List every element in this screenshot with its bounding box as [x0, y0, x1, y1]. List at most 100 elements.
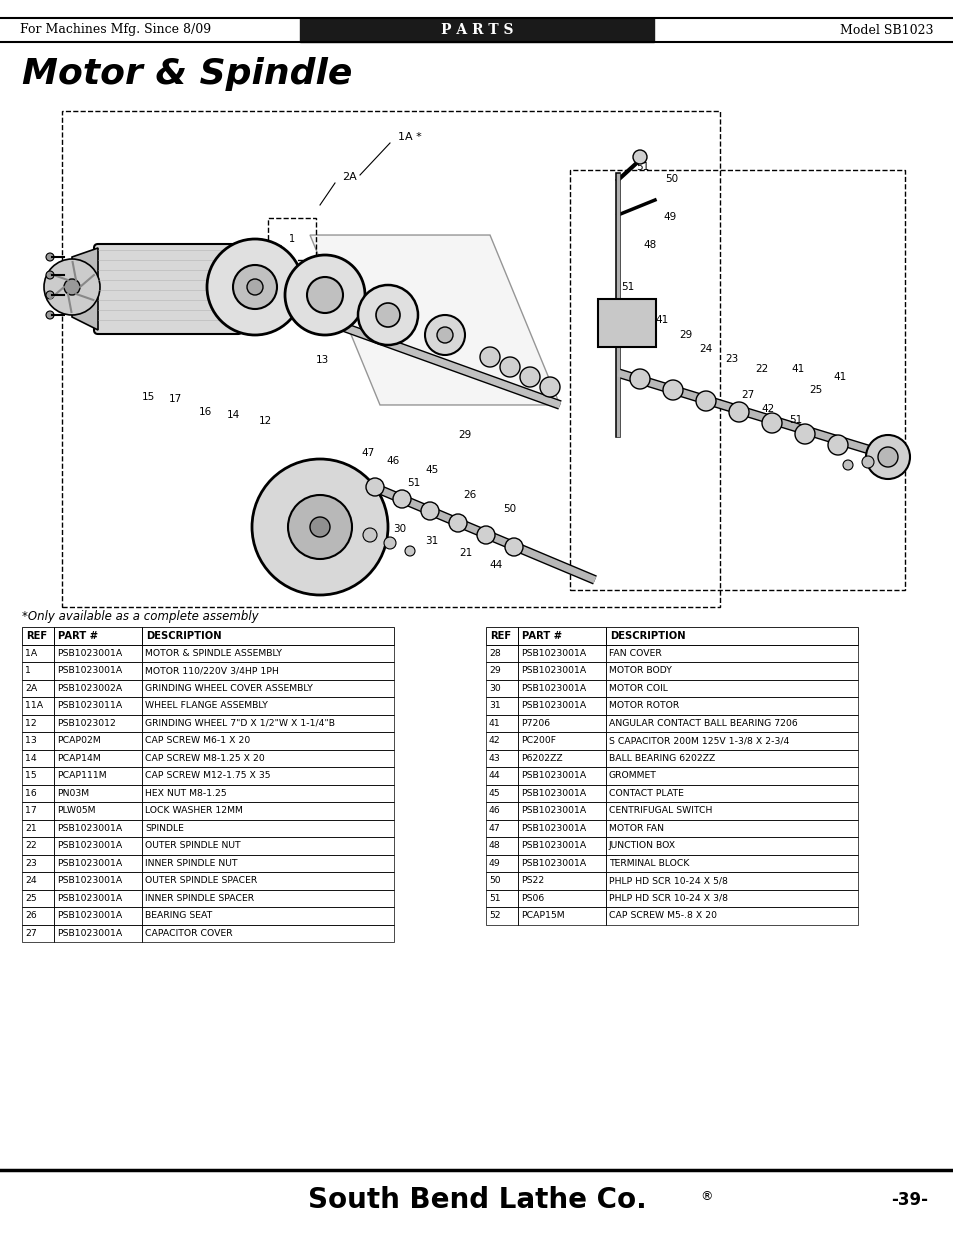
Bar	[54, 872, 142, 889]
Text: INNER SPINDLE NUT: INNER SPINDLE NUT	[145, 858, 237, 868]
Text: 42: 42	[760, 404, 774, 414]
Bar	[485, 715, 517, 732]
Bar	[605, 906, 857, 925]
Bar	[485, 679, 517, 697]
Bar	[142, 820, 394, 837]
Bar	[54, 697, 142, 715]
Circle shape	[252, 459, 388, 595]
Text: 17: 17	[168, 394, 181, 404]
Circle shape	[307, 277, 343, 312]
Bar	[54, 662, 142, 679]
Bar	[142, 906, 394, 925]
Text: CAP SCREW M5-.8 X 20: CAP SCREW M5-.8 X 20	[608, 911, 717, 920]
Bar	[54, 627, 142, 645]
Bar	[485, 627, 517, 645]
Text: LOCK WASHER 12MM: LOCK WASHER 12MM	[145, 806, 243, 815]
Text: 27: 27	[740, 390, 754, 400]
Bar	[299, 19, 654, 42]
Text: MOTOR & SPINDLE ASSEMBLY: MOTOR & SPINDLE ASSEMBLY	[145, 648, 282, 658]
Circle shape	[728, 403, 748, 422]
Text: GRINDING WHEEL COVER ASSEMBLY: GRINDING WHEEL COVER ASSEMBLY	[145, 684, 313, 693]
Bar	[517, 837, 605, 855]
Bar	[54, 802, 142, 820]
Text: 16: 16	[198, 408, 212, 417]
Text: PN03M: PN03M	[57, 789, 89, 798]
Text: P7206: P7206	[520, 719, 550, 727]
Text: HEX NUT M8-1.25: HEX NUT M8-1.25	[145, 789, 227, 798]
Bar	[605, 627, 857, 645]
Bar	[605, 784, 857, 802]
Bar	[517, 679, 605, 697]
Bar	[142, 784, 394, 802]
Bar	[54, 750, 142, 767]
Text: 51: 51	[636, 162, 649, 172]
Bar	[485, 732, 517, 750]
Text: 24: 24	[699, 345, 712, 354]
Bar	[517, 855, 605, 872]
Bar	[54, 715, 142, 732]
Text: PSB1023001A: PSB1023001A	[57, 911, 122, 920]
Bar	[517, 627, 605, 645]
Bar	[54, 784, 142, 802]
Bar	[22, 906, 54, 925]
Text: REF: REF	[26, 631, 47, 641]
Circle shape	[46, 270, 54, 279]
Text: OUTER SPINDLE SPACER: OUTER SPINDLE SPACER	[145, 877, 257, 885]
Bar	[22, 645, 54, 662]
Text: PHLP HD SCR 10-24 X 5/8: PHLP HD SCR 10-24 X 5/8	[608, 877, 727, 885]
Text: 47: 47	[361, 448, 375, 458]
Circle shape	[366, 478, 384, 496]
Text: 12: 12	[258, 416, 272, 426]
Text: 31: 31	[425, 536, 438, 546]
Bar	[22, 837, 54, 855]
Text: PSB1023001A: PSB1023001A	[520, 841, 586, 850]
Text: PSB1023001A: PSB1023001A	[520, 789, 586, 798]
Circle shape	[247, 279, 263, 295]
Circle shape	[842, 459, 852, 471]
Text: 13: 13	[315, 354, 328, 366]
Text: MOTOR 110/220V 3/4HP 1PH: MOTOR 110/220V 3/4HP 1PH	[145, 666, 278, 676]
Circle shape	[436, 327, 453, 343]
Text: 52: 52	[489, 911, 500, 920]
Circle shape	[233, 266, 276, 309]
Text: 21: 21	[459, 548, 472, 558]
Text: P6202ZZ: P6202ZZ	[520, 753, 562, 763]
Text: GROMMET: GROMMET	[608, 771, 657, 781]
Text: 48: 48	[642, 240, 656, 249]
Text: 28: 28	[489, 648, 500, 658]
Bar	[605, 802, 857, 820]
Circle shape	[862, 456, 873, 468]
Circle shape	[696, 391, 716, 411]
Text: PSB1023001A: PSB1023001A	[57, 894, 122, 903]
Bar	[485, 750, 517, 767]
Text: 46: 46	[489, 806, 500, 815]
Text: PCAP02M: PCAP02M	[57, 736, 101, 745]
Circle shape	[46, 291, 54, 299]
Text: 30: 30	[393, 524, 406, 534]
Bar	[142, 645, 394, 662]
Text: PSB1023001A: PSB1023001A	[57, 824, 122, 832]
Text: 45: 45	[425, 466, 438, 475]
Circle shape	[44, 259, 100, 315]
Bar	[142, 837, 394, 855]
Text: JUNCTION BOX: JUNCTION BOX	[608, 841, 676, 850]
Text: PSB1023011A: PSB1023011A	[57, 701, 122, 710]
Text: 52: 52	[328, 535, 341, 545]
Text: 29: 29	[679, 330, 692, 340]
Text: PSB1023001A: PSB1023001A	[57, 858, 122, 868]
Bar	[485, 837, 517, 855]
Text: 44: 44	[489, 559, 502, 571]
Text: PLW05M: PLW05M	[57, 806, 95, 815]
Circle shape	[405, 546, 415, 556]
Bar	[485, 872, 517, 889]
Bar	[54, 889, 142, 906]
Text: 26: 26	[463, 490, 476, 500]
Text: ANGULAR CONTACT BALL BEARING 7206: ANGULAR CONTACT BALL BEARING 7206	[608, 719, 797, 727]
Bar	[485, 645, 517, 662]
Text: 41: 41	[833, 372, 845, 382]
Text: PCAP15M: PCAP15M	[520, 911, 564, 920]
Text: PCAP111M: PCAP111M	[57, 771, 107, 781]
Text: PSB1023001A: PSB1023001A	[57, 841, 122, 850]
Bar	[268, 219, 315, 261]
Text: For Machines Mfg. Since 8/09: For Machines Mfg. Since 8/09	[20, 23, 211, 37]
